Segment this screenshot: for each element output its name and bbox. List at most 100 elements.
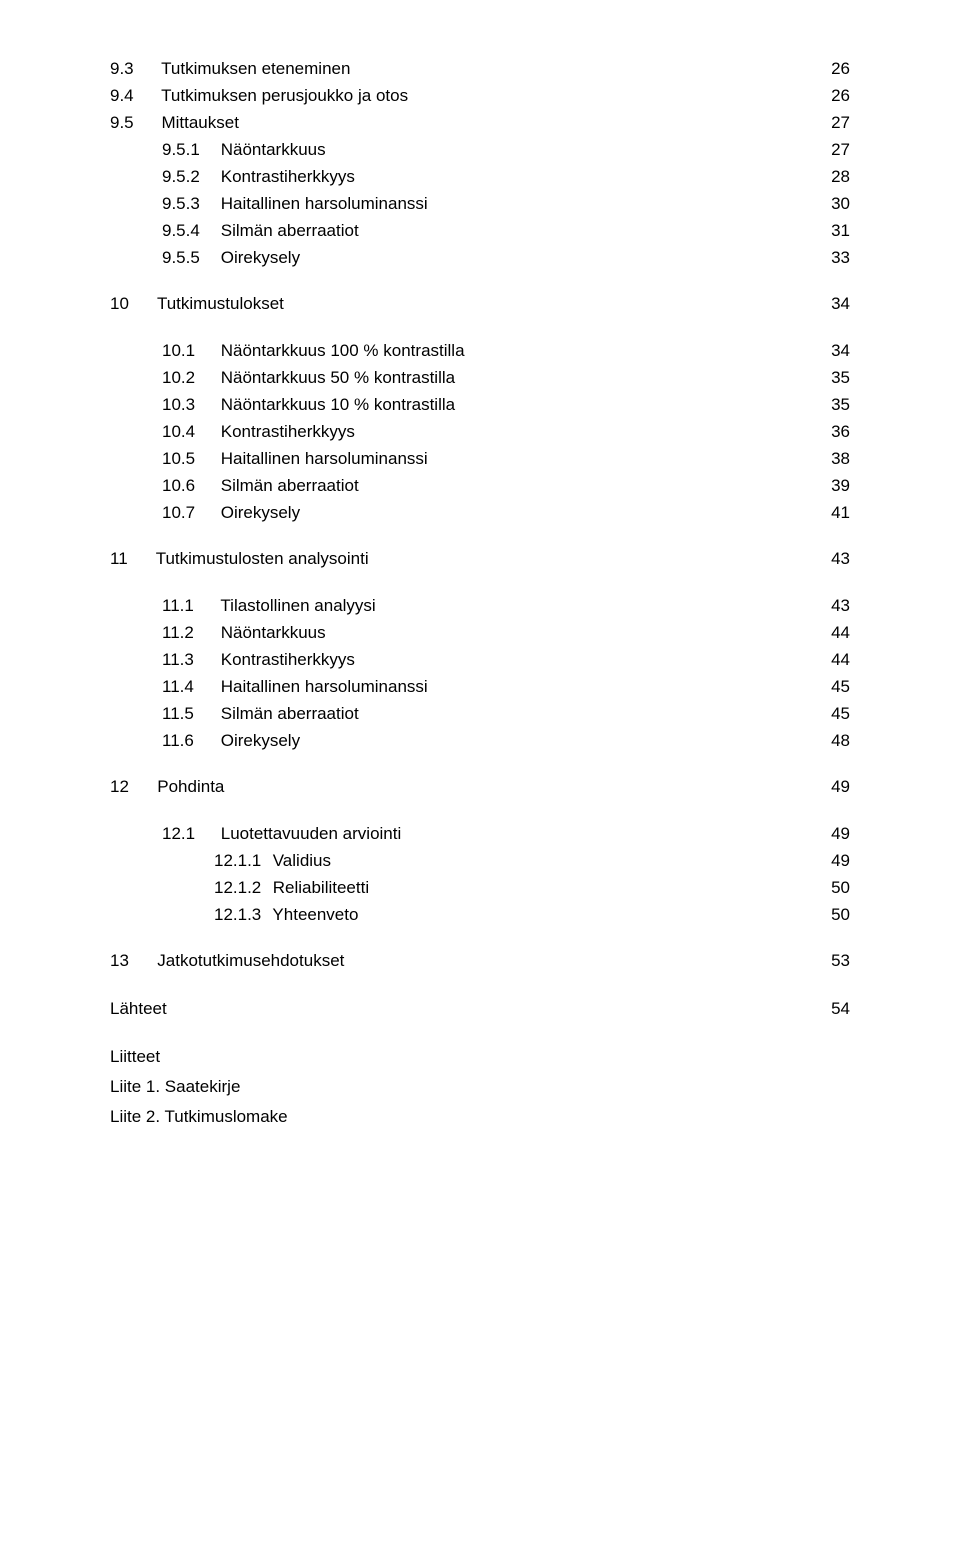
toc-page: 43 xyxy=(831,597,850,614)
toc-entry: 12.1 Luotettavuuden arviointi 49 xyxy=(110,825,850,842)
toc-entry: 9.5.3 Haitallinen harsoluminanssi 30 xyxy=(110,195,850,212)
toc-entry: 10.4 Kontrastiherkkyys 36 xyxy=(110,423,850,440)
toc-page: 41 xyxy=(831,504,850,521)
toc-heading-text: 12 Pohdinta xyxy=(110,777,224,797)
toc-page: 54 xyxy=(831,999,850,1019)
toc-heading-10: 10 Tutkimustulokset 34 xyxy=(110,294,850,314)
toc-entry: 9.4 Tutkimuksen perusjoukko ja otos 26 xyxy=(110,87,850,104)
toc-page: 34 xyxy=(831,342,850,359)
toc-page: 35 xyxy=(831,369,850,386)
toc-page: 49 xyxy=(831,777,850,797)
toc-entry: 9.5.5 Oirekysely 33 xyxy=(110,249,850,266)
toc-entry: 9.3 Tutkimuksen eteneminen 26 xyxy=(110,60,850,77)
toc-page: 50 xyxy=(831,906,850,923)
toc-text: 11.3 Kontrastiherkkyys xyxy=(162,651,355,668)
toc-text: Liite 1. Saatekirje xyxy=(110,1077,240,1096)
toc-page: 45 xyxy=(831,705,850,722)
toc-entry: 10.6 Silmän aberraatiot 39 xyxy=(110,477,850,494)
toc-text: 10.2 Näöntarkkuus 50 % kontrastilla xyxy=(162,369,455,386)
toc-page: 39 xyxy=(831,477,850,494)
toc-text: 9.5.5 Oirekysely xyxy=(162,249,300,266)
toc-page: 28 xyxy=(831,168,850,185)
toc-page: 45 xyxy=(831,678,850,695)
toc-text: 9.5.1 Näöntarkkuus xyxy=(162,141,326,158)
toc-page: 27 xyxy=(831,114,850,131)
toc-text: 10.1 Näöntarkkuus 100 % kontrastilla xyxy=(162,342,465,359)
toc-page: 44 xyxy=(831,624,850,641)
toc-page: 53 xyxy=(831,951,850,971)
toc-page: 38 xyxy=(831,450,850,467)
toc-heading-text: Lähteet xyxy=(110,999,167,1019)
toc-block-9: 9.3 Tutkimuksen eteneminen 26 9.4 Tutkim… xyxy=(110,60,850,266)
toc-entry: 11.4 Haitallinen harsoluminanssi 45 xyxy=(110,678,850,695)
toc-text: 9.4 Tutkimuksen perusjoukko ja otos xyxy=(110,87,408,104)
toc-heading-text: Liitteet xyxy=(110,1047,160,1066)
toc-entry: 9.5.2 Kontrastiherkkyys 28 xyxy=(110,168,850,185)
toc-entry-liite1: Liite 1. Saatekirje xyxy=(110,1077,850,1097)
toc-text: 11.5 Silmän aberraatiot xyxy=(162,705,359,722)
toc-text: 11.4 Haitallinen harsoluminanssi xyxy=(162,678,428,695)
toc-entry: 9.5.4 Silmän aberraatiot 31 xyxy=(110,222,850,239)
toc-text: 12.1 Luotettavuuden arviointi xyxy=(162,825,401,842)
toc-block-12: 12.1 Luotettavuuden arviointi 49 12.1.1 … xyxy=(110,825,850,923)
toc-page: 36 xyxy=(831,423,850,440)
toc-page: 44 xyxy=(831,651,850,668)
toc-page: 48 xyxy=(831,732,850,749)
toc-entry: 12.1.2 Reliabiliteetti 50 xyxy=(110,879,850,896)
toc-page: 31 xyxy=(831,222,850,239)
toc-heading-text: 13 Jatkotutkimusehdotukset xyxy=(110,951,344,971)
toc-heading-12: 12 Pohdinta 49 xyxy=(110,777,850,797)
toc-text: 10.7 Oirekysely xyxy=(162,504,300,521)
toc-text: 9.5.4 Silmän aberraatiot xyxy=(162,222,359,239)
toc-text: 9.5 Mittaukset xyxy=(110,114,239,131)
toc-heading-liitteet: Liitteet xyxy=(110,1047,850,1067)
toc-block-11: 11.1 Tilastollinen analyysi 43 11.2 Näön… xyxy=(110,597,850,749)
toc-text: 12.1.2 Reliabiliteetti xyxy=(214,879,369,896)
toc-text: 11.2 Näöntarkkuus xyxy=(162,624,326,641)
toc-heading-text: 10 Tutkimustulokset xyxy=(110,294,284,314)
toc-entry: 10.7 Oirekysely 41 xyxy=(110,504,850,521)
toc-text: 11.6 Oirekysely xyxy=(162,732,300,749)
toc-text: 11.1 Tilastollinen analyysi xyxy=(162,597,376,614)
toc-entry-liite2: Liite 2. Tutkimuslomake xyxy=(110,1107,850,1127)
toc-page: 26 xyxy=(831,60,850,77)
toc-heading-13: 13 Jatkotutkimusehdotukset 53 xyxy=(110,951,850,971)
toc-page: 49 xyxy=(831,825,850,842)
toc-text: 10.3 Näöntarkkuus 10 % kontrastilla xyxy=(162,396,455,413)
toc-block-10: 10.1 Näöntarkkuus 100 % kontrastilla 34 … xyxy=(110,342,850,521)
toc-text: 10.5 Haitallinen harsoluminanssi xyxy=(162,450,428,467)
toc-entry: 11.6 Oirekysely 48 xyxy=(110,732,850,749)
toc-entry: 12.1.3 Yhteenveto 50 xyxy=(110,906,850,923)
toc-text: 9.5.2 Kontrastiherkkyys xyxy=(162,168,355,185)
toc-page: 34 xyxy=(831,294,850,314)
toc-page: 49 xyxy=(831,852,850,869)
toc-page: 50 xyxy=(831,879,850,896)
toc-heading-lahteet: Lähteet 54 xyxy=(110,999,850,1019)
toc-text: 12.1.1 Validius xyxy=(214,852,331,869)
toc-text: 12.1.3 Yhteenveto xyxy=(214,906,358,923)
toc-entry: 11.5 Silmän aberraatiot 45 xyxy=(110,705,850,722)
toc-page: 43 xyxy=(831,549,850,569)
toc-text: 10.6 Silmän aberraatiot xyxy=(162,477,359,494)
toc-entry: 10.1 Näöntarkkuus 100 % kontrastilla 34 xyxy=(110,342,850,359)
toc-entry: 9.5 Mittaukset 27 xyxy=(110,114,850,131)
toc-entry: 10.5 Haitallinen harsoluminanssi 38 xyxy=(110,450,850,467)
toc-heading-11: 11 Tutkimustulosten analysointi 43 xyxy=(110,549,850,569)
toc-heading-text: 11 Tutkimustulosten analysointi xyxy=(110,549,369,569)
toc-page: 35 xyxy=(831,396,850,413)
toc-entry: 11.1 Tilastollinen analyysi 43 xyxy=(110,597,850,614)
toc-text: 9.3 Tutkimuksen eteneminen xyxy=(110,60,350,77)
toc-entry: 9.5.1 Näöntarkkuus 27 xyxy=(110,141,850,158)
toc-text: Liite 2. Tutkimuslomake xyxy=(110,1107,288,1126)
toc-entry: 11.2 Näöntarkkuus 44 xyxy=(110,624,850,641)
toc-page: 30 xyxy=(831,195,850,212)
toc-text: 10.4 Kontrastiherkkyys xyxy=(162,423,355,440)
toc-text: 9.5.3 Haitallinen harsoluminanssi xyxy=(162,195,428,212)
toc-page: 26 xyxy=(831,87,850,104)
toc-entry: 11.3 Kontrastiherkkyys 44 xyxy=(110,651,850,668)
toc-page: 27 xyxy=(831,141,850,158)
toc-page: 33 xyxy=(831,249,850,266)
toc-entry: 10.2 Näöntarkkuus 50 % kontrastilla 35 xyxy=(110,369,850,386)
toc-entry: 12.1.1 Validius 49 xyxy=(110,852,850,869)
toc-entry: 10.3 Näöntarkkuus 10 % kontrastilla 35 xyxy=(110,396,850,413)
